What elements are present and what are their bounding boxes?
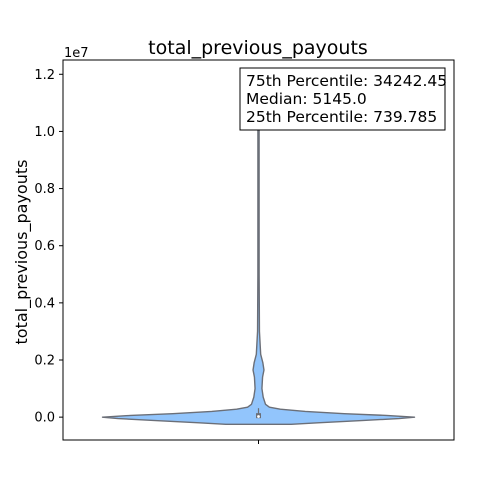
y-tick-label: 0.8: [34, 182, 55, 197]
y-tick-label: 0.4: [34, 296, 55, 311]
chart-title: total_previous_payouts: [148, 37, 368, 59]
y-tick-label: 0.0: [34, 411, 55, 426]
plot-frame: [62, 59, 455, 441]
y-axis-ticks: 0.0 0.2 0.4 0.6 0.8 1.0 1.2: [34, 68, 63, 426]
violin-inner-box: [256, 408, 261, 419]
annotation-box: [239, 67, 446, 131]
p25-label: 25th Percentile: 739.785: [246, 108, 437, 126]
violin-body: [101, 127, 416, 425]
violin-shape: [101, 127, 416, 425]
y-tick-label: 1.2: [34, 68, 55, 83]
y-axis-label: total_previous_payouts: [12, 160, 32, 345]
median-label: Median: 5145.0: [246, 90, 367, 108]
median-marker: [257, 415, 260, 418]
y-tick-label: 0.2: [34, 354, 55, 369]
percentile-annotation: 75th Percentile: 34242.45 Median: 5145.0…: [239, 67, 447, 131]
y-offset-label: 1e7: [64, 46, 89, 61]
y-tick-label: 1.0: [34, 125, 55, 140]
y-tick-label: 0.6: [34, 239, 55, 254]
p75-label: 75th Percentile: 34242.45: [246, 72, 447, 90]
